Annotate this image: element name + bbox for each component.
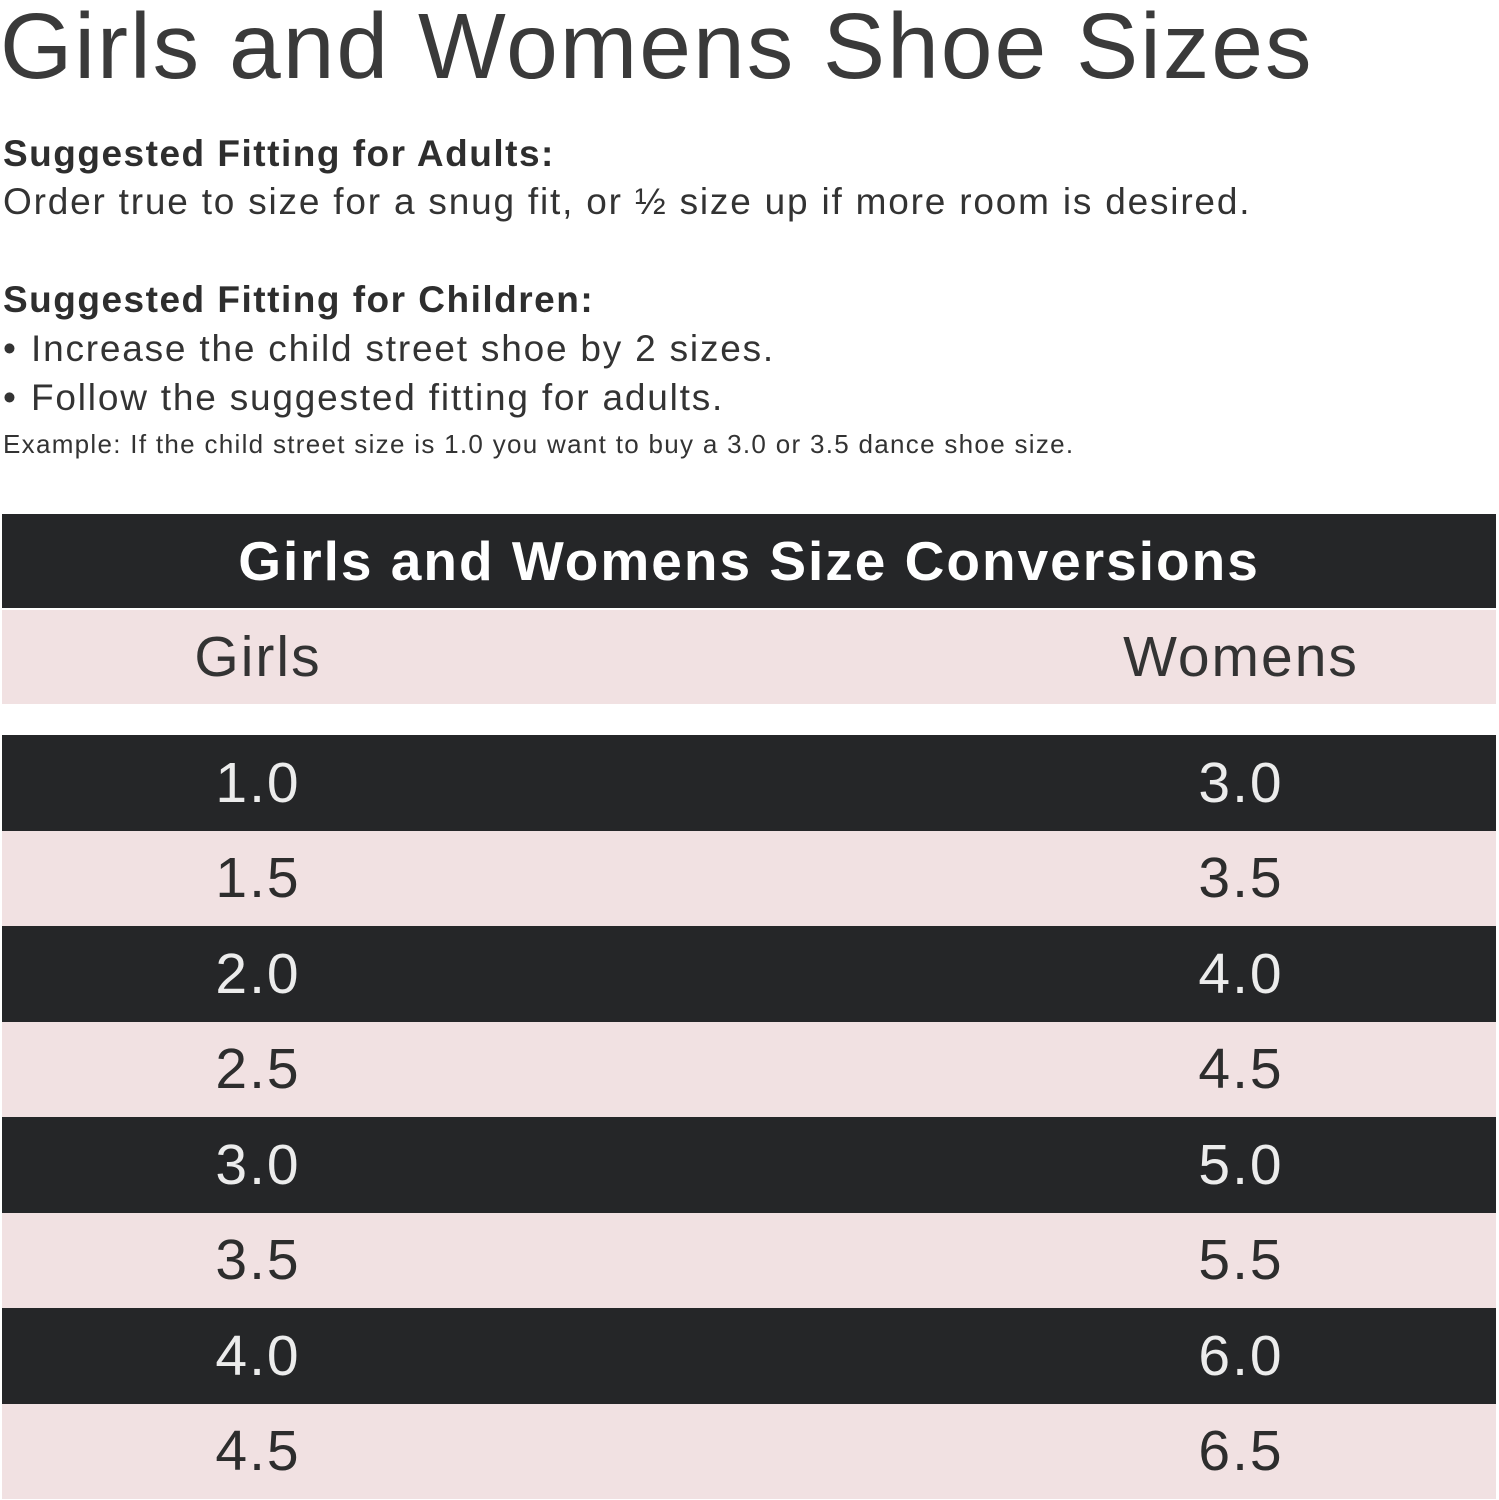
womens-size-cell: 3.5 [1198,846,1284,911]
table-row: 4.0 6.0 [2,1308,1496,1404]
womens-size-cell: 4.5 [1198,1037,1284,1102]
adults-fitting-section: Suggested Fitting for Adults: Order true… [3,130,1251,226]
girls-size-cell: 2.0 [215,941,301,1006]
column-header-girls: Girls [194,625,322,689]
womens-size-cell: 5.0 [1198,1132,1284,1197]
table-row: 3.5 5.5 [2,1212,1496,1308]
girls-size-cell: 3.0 [215,1132,301,1197]
bullet-text: Increase the child street shoe by 2 size… [31,328,776,369]
girls-size-cell: 4.5 [215,1419,301,1484]
table-row: 3.0 5.0 [2,1117,1496,1213]
list-item: • Increase the child street shoe by 2 siz… [3,324,1074,373]
page-title: Girls and Womens Shoe Sizes [0,0,1314,98]
girls-size-cell: 1.5 [215,846,301,911]
womens-size-cell: 5.5 [1198,1228,1284,1293]
bullet-icon: • [3,328,18,369]
adults-fitting-heading: Suggested Fitting for Adults: [3,133,555,174]
table-row: 1.0 3.0 [2,735,1496,831]
table-row: 2.5 4.5 [2,1021,1496,1117]
womens-size-cell: 3.0 [1198,750,1284,815]
adults-fitting-text: Order true to size for a snug fit, or ½ … [3,181,1252,222]
girls-size-cell: 3.5 [215,1228,301,1293]
column-header-row: Girls Womens [2,610,1496,704]
conversion-table-title: Girls and Womens Size Conversions [238,530,1260,592]
children-fitting-heading: Suggested Fitting for Children: [3,279,595,320]
column-header-womens: Womens [1123,625,1359,689]
conversion-table-body: 1.0 3.0 1.5 3.5 2.0 4.0 2.5 4.5 3.0 5.0 … [2,735,1496,1499]
bullet-icon: • [3,377,18,418]
womens-size-cell: 6.5 [1198,1419,1284,1484]
bullet-text: Follow the suggested fitting for adults. [31,377,725,418]
girls-size-cell: 2.5 [215,1037,301,1102]
womens-size-cell: 6.0 [1198,1323,1284,1388]
conversion-table-header: Girls and Womens Size Conversions [2,514,1496,608]
girls-size-cell: 4.0 [215,1323,301,1388]
table-row: 2.0 4.0 [2,926,1496,1022]
table-row: 1.5 3.5 [2,830,1496,926]
girls-size-cell: 1.0 [215,750,301,815]
womens-size-cell: 4.0 [1198,941,1284,1006]
example-note: Example: If the child street size is 1.0… [3,429,1075,459]
table-row: 4.5 6.5 [2,1403,1496,1499]
children-fitting-section: Suggested Fitting for Children: • Increas… [3,276,1074,462]
list-item: • Follow the suggested fitting for adults… [3,373,1074,422]
children-fitting-list: • Increase the child street shoe by 2 siz… [3,324,1074,422]
